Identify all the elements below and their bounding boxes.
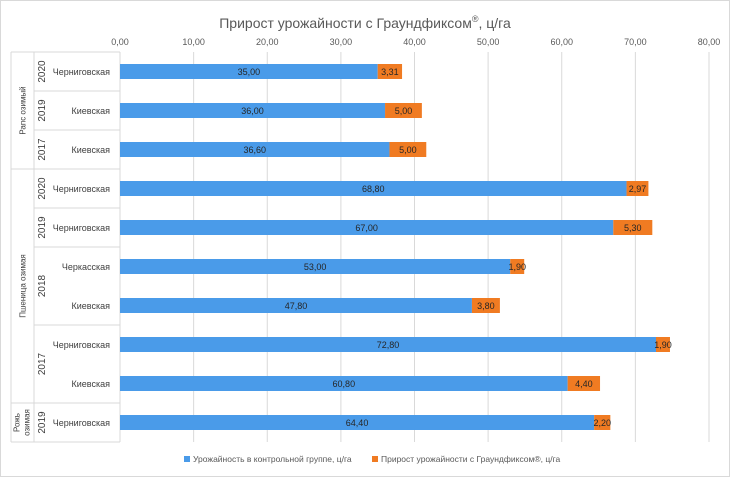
- year-label: 2020: [37, 60, 48, 83]
- bar-segment: [120, 64, 378, 79]
- x-tick-label: 0,00: [111, 37, 129, 47]
- bar-segment: [385, 103, 422, 118]
- region-label: Черкасская: [62, 262, 110, 272]
- bar-segment: [120, 103, 386, 118]
- data-label: 3,80: [477, 301, 495, 311]
- x-tick-label: 40,00: [403, 37, 426, 47]
- legend-label: Урожайность в контрольной группе, ц/га: [193, 454, 352, 464]
- chart-title: Прирост урожайности с Граундфиксом®, ц/г…: [219, 14, 511, 31]
- bar-segment: [377, 64, 403, 79]
- data-label: 5,00: [395, 106, 413, 116]
- x-tick-label: 30,00: [330, 37, 353, 47]
- year-label: 2017: [37, 352, 48, 375]
- data-label: 47,80: [285, 301, 308, 311]
- year-label: 2019: [37, 411, 48, 434]
- region-label: Черниговская: [53, 418, 110, 428]
- data-label: 67,00: [355, 223, 378, 233]
- data-label: 4,40: [575, 379, 593, 389]
- region-label: Черниговская: [53, 340, 110, 350]
- year-label: 2018: [37, 274, 48, 297]
- x-tick-label: 50,00: [477, 37, 500, 47]
- bar-segment: [594, 415, 611, 430]
- bar-segment: [120, 220, 614, 235]
- plot-area: 35,00 3,31 36,00 5,00 36,60 5,00 68,80 2,97 67,0…: [120, 64, 672, 430]
- region-label: Черниговская: [53, 67, 110, 77]
- region-label: Киевская: [72, 145, 111, 155]
- data-label: 53,00: [304, 262, 327, 272]
- legend: Урожайность в контрольной группе, ц/га Пр…: [184, 454, 560, 464]
- data-label: 5,30: [624, 223, 642, 233]
- x-tick-label: 20,00: [256, 37, 279, 47]
- bar-segment: [471, 298, 500, 313]
- region-label: Киевская: [72, 301, 111, 311]
- region-label: Киевская: [72, 106, 111, 116]
- x-tick-label: 80,00: [698, 37, 721, 47]
- bar-segment: [613, 220, 653, 235]
- data-label: 60,80: [333, 379, 356, 389]
- region-label: Черниговская: [53, 184, 110, 194]
- x-tick-label: 10,00: [182, 37, 205, 47]
- data-label: 3,31: [381, 67, 399, 77]
- year-label: 2019: [37, 216, 48, 239]
- bar-segment: [567, 376, 601, 391]
- year-label: 2020: [37, 177, 48, 200]
- bar-segment: [120, 181, 627, 196]
- crop-label: Рапс озимый: [19, 86, 28, 134]
- x-axis: 0,00 10,00 20,00 30,00 40,00 50,00 60,00 70,00 8…: [111, 37, 720, 47]
- data-label: 5,00: [399, 145, 417, 155]
- bar-segment: [120, 259, 511, 274]
- data-label: 68,80: [362, 184, 385, 194]
- bar-segment: [120, 337, 656, 352]
- x-tick-label: 70,00: [624, 37, 647, 47]
- data-label: 36,60: [243, 145, 266, 155]
- data-label: 72,80: [377, 340, 400, 350]
- data-label: 1,90: [654, 340, 672, 350]
- legend-swatch: [372, 456, 378, 462]
- region-label: Киевская: [72, 379, 111, 389]
- year-label: 2017: [37, 138, 48, 161]
- bar-segment: [120, 298, 472, 313]
- bar-segment: [626, 181, 649, 196]
- bar-segment: [389, 142, 427, 157]
- bar-segment: [655, 337, 670, 352]
- data-label: 35,00: [238, 67, 261, 77]
- data-label: 36,00: [241, 106, 264, 116]
- bar-segment: [120, 415, 595, 430]
- crop-label: Пшеница озимая: [19, 254, 28, 318]
- legend-swatch: [184, 456, 190, 462]
- data-label: 2,20: [593, 418, 611, 428]
- legend-label: Прирост урожайности с Граундфиксом®, ц/г…: [381, 454, 560, 464]
- crop-label: Рожьозимая: [13, 409, 32, 436]
- data-label: 64,40: [346, 418, 369, 428]
- bar-segment: [120, 376, 568, 391]
- region-label: Черниговская: [53, 223, 110, 233]
- year-label: 2019: [37, 99, 48, 122]
- bar-segment: [510, 259, 525, 274]
- data-label: 2,97: [629, 184, 647, 194]
- bar-segment: [120, 142, 390, 157]
- x-tick-label: 60,00: [550, 37, 573, 47]
- data-label: 1,90: [508, 262, 526, 272]
